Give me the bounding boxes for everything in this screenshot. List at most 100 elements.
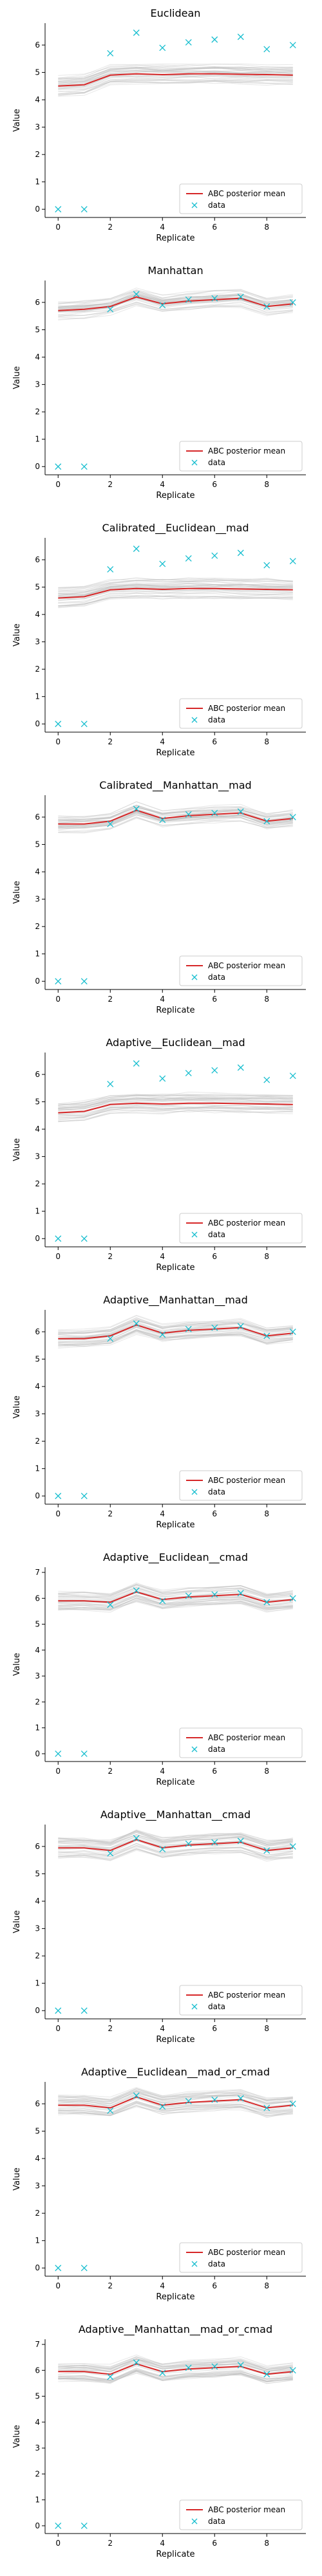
posterior-trace [58, 1317, 293, 1332]
posterior-trace [58, 1318, 293, 1334]
posterior-trace [58, 1846, 293, 1859]
posterior-trace [58, 1097, 293, 1109]
legend-box [179, 955, 303, 986]
posterior-trace [58, 1107, 293, 1119]
x-tick-label: 4 [160, 995, 165, 1004]
posterior-trace [58, 1834, 293, 1845]
posterior-trace [58, 804, 293, 822]
posterior-trace [58, 2101, 293, 2114]
y-tick-label: 5 [35, 1870, 40, 1879]
y-tick-label: 6 [35, 41, 40, 50]
data-point [133, 291, 140, 298]
y-tick-label: 4 [35, 1646, 40, 1655]
x-tick-label: 2 [108, 2539, 113, 2548]
posterior-trace [58, 2091, 293, 2104]
posterior-trace [58, 812, 293, 829]
posterior-trace [58, 2102, 293, 2115]
posterior-trace [58, 1845, 293, 1858]
posterior-trace [58, 289, 293, 304]
data-point [263, 2371, 270, 2378]
legend-label-mean: ABC posterior mean [208, 2248, 285, 2257]
posterior-trace [58, 292, 293, 306]
posterior-trace [58, 2359, 293, 2372]
posterior-trace [58, 2090, 293, 2102]
x-tick-label: 4 [160, 2024, 165, 2033]
x-tick-label: 2 [108, 223, 113, 232]
posterior-trace [58, 2090, 293, 2104]
posterior-trace [58, 302, 293, 317]
posterior-trace [58, 301, 293, 316]
x-tick-label: 6 [212, 1767, 217, 1776]
posterior-trace [58, 814, 293, 829]
posterior-trace [58, 1597, 293, 1609]
data-point [289, 558, 296, 565]
data-point [237, 1064, 244, 1071]
posterior-trace [58, 1590, 293, 1602]
data-point [185, 1592, 192, 1599]
legend-label-data: data [208, 2517, 225, 2526]
posterior-trace [58, 291, 293, 307]
y-tick-label: 5 [35, 1355, 40, 1364]
x-tick-label: 2 [108, 480, 113, 489]
data-point [55, 1235, 62, 1242]
x-tick-label: 0 [55, 737, 61, 746]
posterior-trace [58, 1099, 293, 1111]
x-tick-label: 8 [264, 2539, 269, 2548]
data-point [133, 1320, 140, 1327]
x-tick-label: 6 [212, 2281, 217, 2290]
posterior-trace [58, 1105, 293, 1119]
chart-title: Adaptive__Euclidean__cmad [103, 1551, 248, 1564]
posterior-trace [58, 1327, 293, 1341]
posterior-trace [58, 290, 293, 304]
x-tick-label: 0 [55, 223, 61, 232]
posterior-trace [58, 1835, 293, 1849]
posterior-trace [58, 810, 293, 827]
posterior-trace [58, 1845, 293, 1857]
y-tick-label: 3 [35, 1152, 40, 1161]
y-axis-label: Value [12, 2167, 22, 2191]
posterior-trace [58, 805, 293, 822]
mean-line [58, 296, 293, 311]
posterior-trace [58, 1320, 293, 1334]
y-tick-label: 5 [35, 840, 40, 849]
data-point [159, 1331, 166, 1338]
posterior-trace [58, 1314, 293, 1330]
y-tick-label: 1 [35, 2236, 40, 2245]
y-tick-label: 0 [35, 2263, 40, 2272]
posterior-trace [58, 816, 293, 833]
posterior-trace [58, 2369, 293, 2381]
x-tick-label: 6 [212, 2024, 217, 2033]
posterior-traces [58, 1829, 293, 1862]
posterior-trace [58, 1317, 293, 1334]
posterior-trace [58, 1584, 293, 1596]
data-point [80, 978, 88, 985]
data-point [237, 2095, 244, 2102]
posterior-trace [58, 1329, 293, 1345]
posterior-trace [58, 2358, 293, 2369]
data-point [289, 1329, 296, 1335]
data-point [211, 809, 218, 816]
posterior-trace [58, 1098, 293, 1110]
y-tick-label: 2 [35, 407, 40, 416]
posterior-trace [58, 81, 293, 97]
posterior-trace [58, 2371, 293, 2384]
posterior-trace [58, 2091, 293, 2106]
posterior-trace [58, 1105, 293, 1116]
posterior-trace [58, 2360, 293, 2372]
posterior-trace [58, 1583, 293, 1596]
posterior-trace [58, 1321, 293, 1338]
legend-swatch-data [191, 1489, 198, 1495]
posterior-trace [58, 811, 293, 827]
posterior-trace [58, 1332, 293, 1347]
posterior-trace [58, 1587, 293, 1599]
posterior-trace [58, 2091, 293, 2102]
x-tick-label: 4 [160, 1509, 165, 1518]
posterior-trace [58, 1094, 293, 1105]
posterior-trace [58, 2101, 293, 2113]
posterior-trace [58, 1596, 293, 1609]
y-tick-label: 3 [35, 895, 40, 904]
y-tick-label: 0 [35, 205, 40, 214]
y-axis-label: Value [12, 1910, 22, 1933]
x-tick-label: 4 [160, 1767, 165, 1776]
posterior-trace [58, 583, 293, 595]
